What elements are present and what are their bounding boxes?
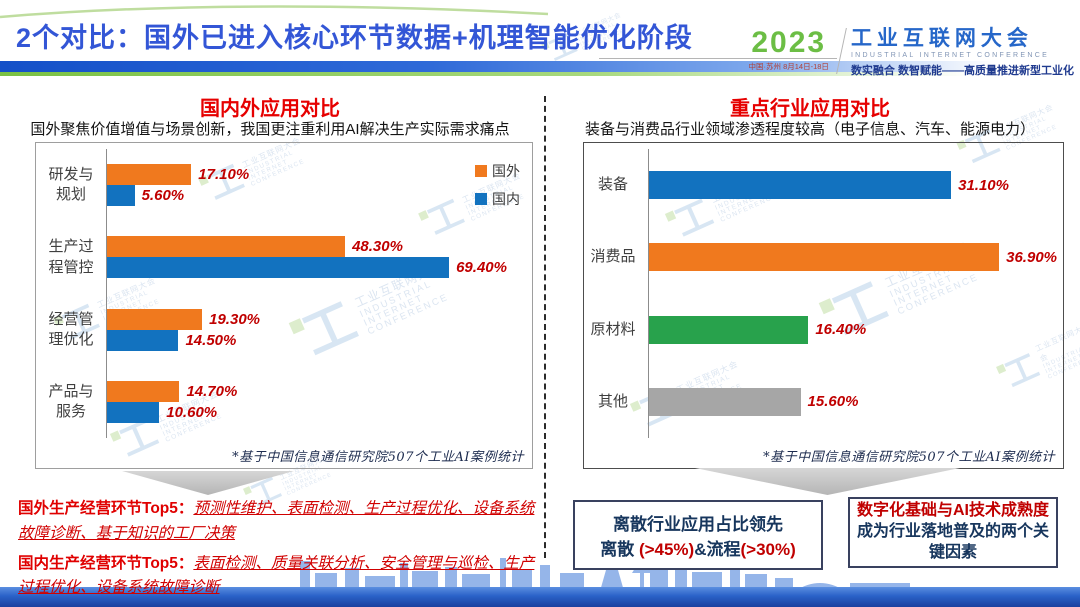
bar-value-label: 69.40%: [456, 259, 507, 277]
bar-group: 其他 15.60%: [598, 387, 1057, 416]
box1-part-process: &流程: [694, 540, 741, 559]
bar-group: 原材料 16.40%: [590, 315, 1057, 344]
bar: [107, 329, 179, 351]
bar-value-label: 17.10%: [198, 166, 250, 184]
top5-summary: 国外生产经营环节Top5：预测性维护、表面检测、生产过程优化、设备系统故障诊断、…: [18, 497, 545, 606]
right-panel-subtitle: 装备与消费品行业领域渗透程度较高（电子信息、汽车、能源电力）: [584, 121, 1035, 138]
header-green-band: [0, 72, 1080, 76]
legend-swatch: [475, 193, 487, 205]
bar: [107, 236, 346, 258]
logo-name-block: 工业互联网大会 INDUSTRIAL INTERNET CONFERENCE 数…: [850, 27, 1074, 78]
logo-name-en: INDUSTRIAL INTERNET CONFERENCE: [850, 52, 1050, 60]
bar-value-label: 14.70%: [186, 382, 238, 400]
industry-penetration-bar-chart: *基于中国信息通信研究院507个工业AI案例统计 装备 31.10% 消费品 36.9…: [583, 142, 1064, 469]
category-label: 消费品: [590, 248, 636, 266]
logo-year-block: 2023 中国·苏州 8月14日-18日: [598, 26, 839, 72]
logo-year: 2023: [751, 26, 827, 59]
box1-part-discrete: 离散: [600, 540, 639, 559]
bar-value-label: 31.10%: [958, 176, 1009, 194]
left-panel-subtitle: 国外聚焦价值增值与场景创新，我国更注重利用AI解决生产实际需求痛点: [30, 121, 510, 138]
legend-item: 国内: [475, 189, 520, 209]
discrete-industry-box: 离散行业应用占比领先 离散 (>45%)&流程(>30%): [573, 500, 823, 570]
key-factors-box: 数字化基础与AI技术成熟度成为行业落地普及的两个关键因素: [848, 497, 1058, 568]
legend-label: 国内: [492, 191, 520, 207]
foreign-top5-line: 国外生产经营环节Top5：预测性维护、表面检测、生产过程优化、设备系统故障诊断、…: [18, 497, 545, 547]
decorative-green-arc: [0, 5, 549, 19]
bar: [649, 171, 952, 200]
box2-line1: 数字化基础与AI技术成熟度: [856, 502, 1049, 520]
foreign-top5-label: 国外生产经营环节Top5：: [18, 500, 194, 517]
bar: [107, 185, 135, 207]
category-label: 原材料: [590, 320, 636, 338]
bar-value-label: 10.60%: [166, 403, 218, 421]
chart-footnote: *基于中国信息通信研究院507个工业AI案例统计: [763, 450, 1055, 465]
bar-value-label: 5.60%: [141, 187, 185, 205]
box1-line1: 离散行业应用占比领先: [613, 515, 783, 534]
category-label: 经营管 理优化: [48, 310, 94, 348]
logo-underline: [598, 58, 837, 59]
conference-logo: 2023 中国·苏州 8月14日-18日 工业互联网大会 INDUSTRIAL …: [598, 26, 1074, 78]
bar-value-label: 16.40%: [815, 321, 867, 339]
category-label: 产品与 服务: [48, 382, 94, 420]
logo-name-cn: 工业互联网大会: [850, 27, 1033, 50]
bar-group: 经营管 理优化 19.30% 14.50%: [48, 308, 526, 351]
panel-divider-dashed-line: [544, 96, 546, 558]
bar: [107, 308, 203, 330]
bar-group: 消费品 36.90%: [590, 243, 1057, 272]
bar-value-label: 19.30%: [209, 310, 260, 328]
category-label: 其他: [597, 392, 628, 410]
category-label: 研发与 规划: [48, 165, 94, 204]
bar-group: 研发与 规划 17.10% 5.60%: [48, 164, 526, 207]
header-blue-band: [0, 61, 1080, 72]
bar-group: 生产过 程管控 48.30% 69.40%: [48, 236, 526, 279]
box2-text: 数字化基础与AI技术成熟度成为行业落地普及的两个关键因素: [856, 501, 1050, 563]
bottom-blue-band: [0, 587, 1080, 607]
right-panel-title: 重点行业应用对比: [730, 98, 890, 120]
logo-venue: 中国·苏州 8月14日-18日: [748, 62, 829, 71]
domestic-vs-foreign-bar-chart: *基于中国信息通信研究院507个工业AI案例统计 研发与 规划 17.10% 5.6…: [35, 142, 533, 469]
bar-value-label: 15.60%: [807, 393, 859, 411]
chart-plot-area: 研发与 规划 17.10% 5.60% 生产过 程管控 48.30% 69.40% 经营管 …: [48, 149, 526, 438]
bar-group: 产品与 服务 14.70% 10.60%: [48, 380, 526, 423]
domestic-top5-line: 国内生产经营环节Top5：表面检测、质量关联分析、安全管理与巡检、生产过程优化、…: [18, 552, 545, 602]
bar: [649, 387, 801, 416]
bar: [649, 315, 809, 344]
logo-slogan: 数实融合 数智赋能——高质量推进新型工业化: [850, 65, 1074, 78]
box1-part-45pct: (>45%): [638, 540, 695, 559]
domestic-top5-items: 表面检测、质量关联分析、安全管理与巡检、生产过程优化、设备系统故障诊断: [18, 554, 535, 597]
foreign-top5-items: 预测性维护、表面检测、生产过程优化、设备系统故障诊断、基于知识的工厂决策: [18, 500, 535, 542]
bar: [107, 401, 160, 423]
category-label: 生产过 程管控: [48, 238, 94, 276]
bar-value-label: 48.30%: [352, 238, 403, 256]
bar-value-label: 14.50%: [185, 331, 237, 349]
legend-item: 国外: [475, 161, 520, 181]
box1-line2: 离散 (>45%)&流程(>30%): [575, 535, 821, 560]
chart-legend: 国外 国内: [475, 161, 520, 209]
bar: [107, 164, 192, 186]
left-panel-title: 国内外应用对比: [200, 98, 340, 120]
down-arrow-left: [122, 471, 294, 495]
legend-label: 国外: [492, 163, 520, 179]
box1-part-30pct: (>30%): [740, 540, 796, 559]
legend-swatch: [475, 165, 487, 177]
box2-line2: 成为行业落地普及的两个关键因素: [856, 523, 1049, 561]
bar: [649, 243, 1000, 272]
category-label: 装备: [597, 176, 628, 193]
chart-plot-area: 装备 31.10% 消费品 36.90% 原材料 16.40% 其他 15.60%: [590, 149, 1057, 438]
bar-group: 装备 31.10%: [598, 171, 1057, 200]
bar: [107, 380, 180, 402]
down-arrow-right: [695, 468, 960, 495]
bar: [107, 257, 450, 279]
page-title: 2个对比：国外已进入核心环节数据+机理智能优化阶段: [16, 23, 693, 53]
bar-value-label: 36.90%: [1006, 248, 1057, 266]
domestic-top5-label: 国内生产经营环节Top5：: [18, 554, 194, 572]
chart-footnote: *基于中国信息通信研究院507个工业AI案例统计: [232, 450, 524, 465]
